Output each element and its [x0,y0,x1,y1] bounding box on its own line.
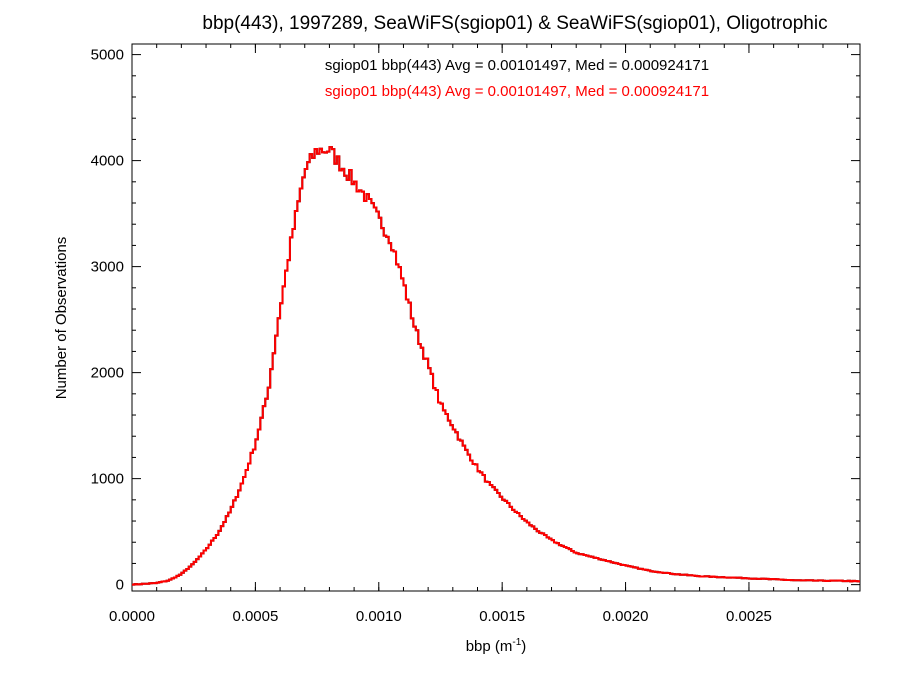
histogram-series-black [132,146,860,586]
histogram-series-red [132,146,860,586]
y-tick-label: 3000 [91,259,124,276]
y-tick-label: 0 [116,577,124,594]
x-tick-label: 0.0015 [479,608,525,625]
legend: sgiop01 bbp(443) Avg = 0.00101497, Med =… [325,57,709,100]
x-tick-label: 0.0025 [726,608,772,625]
legend-entry: sgiop01 bbp(443) Avg = 0.00101497, Med =… [325,57,709,74]
y-tick-label: 5000 [91,47,124,64]
y-tick-label: 2000 [91,365,124,382]
x-axis-label: bbp (m-1) [466,637,527,655]
x-tick-label: 0.0010 [356,608,402,625]
x-tick-label: 0.0005 [232,608,278,625]
x-tick-label: 0.0000 [109,608,155,625]
y-tick-label: 4000 [91,153,124,170]
x-tick-label: 0.0020 [603,608,649,625]
histogram-series [132,146,860,586]
axis-ticks [131,44,860,591]
legend-entry: sgiop01 bbp(443) Avg = 0.00101497, Med =… [325,83,709,100]
chart-title: bbp(443), 1997289, SeaWiFS(sgiop01) & Se… [202,13,827,34]
plot-frame [131,43,861,592]
y-axis-label: Number of Observations [53,237,70,400]
y-tick-label: 1000 [91,471,124,488]
axis-tick-labels: 0.0000 0.0005 0.0010 0.0015 0.0020 0.0025 0 100… [91,47,772,625]
